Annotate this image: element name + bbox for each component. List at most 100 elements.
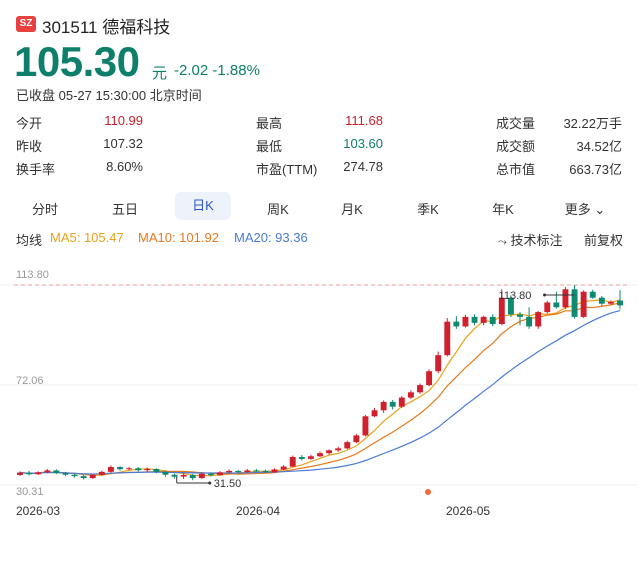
stat-label: 昨收 [16, 139, 43, 154]
stat-value: 110.99 [104, 113, 143, 128]
tech-annotation-toggle[interactable]: ⤳ 技术标注 [498, 230, 562, 249]
market-status: 已收盘 05-27 15:30:00 北京时间 [16, 88, 202, 103]
candle-body [89, 474, 96, 479]
candle-body [617, 300, 623, 306]
tab-6[interactable]: 季K [417, 202, 439, 217]
candle-body [426, 371, 433, 386]
min-annotation-label: 31.50 [214, 478, 242, 490]
stock-code-name: 301511 德福科技 [42, 18, 171, 37]
candle-body [417, 385, 423, 393]
candle-body [53, 470, 60, 474]
candle-body [235, 470, 242, 473]
stat-value: 8.60% [106, 159, 143, 174]
candle-body [380, 401, 387, 411]
candle-body [180, 474, 187, 477]
candle-body [462, 316, 469, 327]
candle-body [471, 316, 478, 323]
candle-body [262, 470, 269, 473]
tab-3[interactable]: 日K [175, 192, 231, 220]
x-tick-label: 2026-04 [236, 504, 280, 518]
stat-label: 成交量 [496, 116, 536, 131]
price-unit: 元 [152, 65, 168, 82]
stat-value: 32.22万手 [563, 116, 622, 131]
candle-body [135, 468, 142, 471]
candle-body [571, 289, 578, 317]
adjust-selector[interactable]: 前复权 [584, 233, 624, 248]
stat-label: 最高 [256, 116, 283, 131]
candle-body [580, 291, 587, 317]
tab-7[interactable]: 年K [492, 202, 514, 217]
candle-body [335, 448, 342, 451]
stat-value: 274.78 [343, 159, 383, 174]
max-annotation-label: 113.80 [499, 290, 532, 302]
candle-body [517, 314, 523, 317]
exchange-badge: SZ [16, 16, 36, 32]
stat-value: 663.73亿 [569, 162, 622, 177]
candle-body [507, 297, 514, 315]
ma10-value: MA10: 101.92 [138, 230, 219, 245]
stat-label: 换手率 [16, 162, 56, 177]
candle-body [371, 410, 378, 417]
tab-1[interactable]: 分时 [31, 202, 58, 217]
ma20-line [19, 310, 621, 475]
stat-value: 111.68 [345, 113, 383, 128]
candle-body [26, 472, 33, 475]
tab-2[interactable]: 五日 [111, 202, 138, 217]
candle-body [407, 392, 414, 398]
candle-body [480, 316, 487, 323]
candle-body [607, 301, 614, 304]
candle-body [535, 312, 542, 327]
candle-body [362, 416, 369, 436]
y-tick-label: 72.06 [16, 375, 44, 387]
ma5-value: MA5: 105.47 [50, 230, 124, 245]
candle-body [217, 472, 223, 476]
tab-5[interactable]: 月K [341, 202, 363, 217]
candle-body [171, 474, 178, 477]
candle-body [244, 470, 251, 473]
stat-label: 最低 [256, 139, 283, 154]
candle-body [226, 470, 233, 473]
candle-body [553, 302, 560, 308]
candle-body [498, 297, 505, 325]
candle-body [17, 472, 23, 475]
candle-body [35, 472, 42, 475]
tab-8[interactable]: 更多 ⌄ [555, 199, 615, 218]
candle-body [207, 473, 214, 476]
candle-body [326, 450, 333, 454]
candle-body [107, 467, 114, 472]
candle-body [44, 470, 51, 473]
candle-body [453, 321, 460, 327]
stat-label: 今开 [16, 116, 43, 131]
stat-label: 总市值 [496, 162, 536, 177]
candle-body [189, 474, 196, 479]
tab-4[interactable]: 周K [267, 202, 289, 217]
candle-body [544, 302, 551, 313]
y-tick-label: 113.80 [16, 269, 49, 281]
change-percent: -1.88% [212, 62, 260, 79]
candle-body [353, 435, 360, 443]
stat-value: 103.60 [343, 136, 383, 151]
candle-body [98, 471, 105, 475]
stat-label: 成交额 [496, 139, 536, 154]
candle-body [126, 468, 133, 470]
change-amount: -2.02 [174, 62, 209, 79]
max-annotation-dot [543, 293, 547, 297]
min-annotation-dot [208, 481, 212, 485]
stat-label: 市盈(TTM) [256, 162, 318, 177]
chevron-down-icon: ⌄ [590, 202, 606, 217]
x-tick-label: 2026-03 [16, 504, 60, 518]
candle-body [71, 474, 78, 477]
candle-body [117, 467, 123, 470]
candle-body [271, 469, 278, 473]
ma20-value: MA20: 93.36 [234, 230, 308, 245]
candle-body [289, 456, 296, 467]
y-tick-label: 30.31 [16, 486, 44, 498]
event-marker-dot [425, 489, 431, 495]
candle-body [598, 297, 605, 304]
tab-label: 更多 [564, 202, 591, 217]
kline-chart[interactable]: 113.80 72.06 30.31 2026-03 2026-04 2026-05 113… [0, 250, 638, 530]
candle-body [144, 468, 151, 471]
candle-body [589, 291, 596, 298]
candle-body [198, 473, 205, 479]
candle-body [253, 470, 260, 472]
